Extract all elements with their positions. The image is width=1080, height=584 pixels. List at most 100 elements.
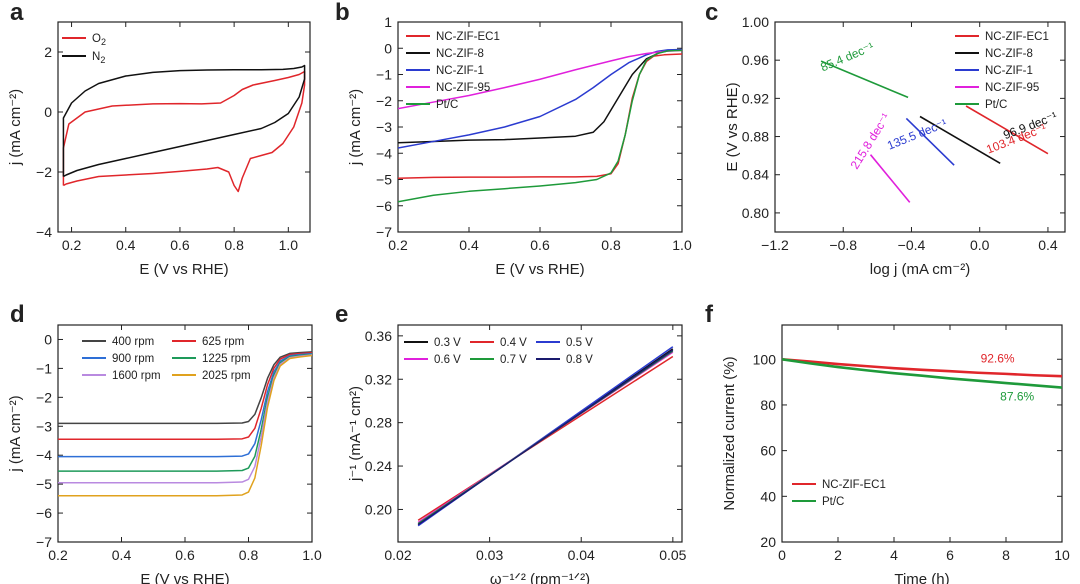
- legend-label: N2: [92, 51, 105, 65]
- x-tick-label: 6: [946, 547, 954, 563]
- legend-label: Pt/C: [436, 99, 458, 111]
- plot-frame: [397, 324, 683, 543]
- y-tick-label: −4: [36, 224, 52, 240]
- legend-label: 0.7 V: [500, 354, 527, 366]
- plot-area: [782, 357, 1062, 389]
- x-tick-label: 1.0: [672, 237, 692, 253]
- panel-letter-e: e: [335, 301, 348, 328]
- y-tick-label: 100: [753, 351, 777, 367]
- series-line-0-8-v: [417, 349, 674, 526]
- legend-label: 900 rpm: [112, 353, 154, 365]
- y-tick-label: −7: [36, 534, 52, 550]
- plot-frame: [781, 324, 1063, 543]
- y-tick-label: 0.96: [742, 52, 769, 68]
- y-tick-label: −6: [376, 198, 392, 214]
- x-axis-title: E (V vs RHE): [495, 261, 584, 278]
- panel-letter-a: a: [10, 0, 24, 26]
- legend-label: NC-ZIF-95: [985, 82, 1039, 94]
- x-axis-title: E (V vs RHE): [139, 261, 228, 278]
- panel-letter-f: f: [705, 301, 714, 328]
- series-line-nc-zif-ec1: [398, 53, 682, 179]
- legend-label: Pt/C: [822, 496, 844, 508]
- x-tick-label: 0.8: [601, 237, 621, 253]
- plot-area: [398, 48, 682, 203]
- legend-label: NC-ZIF-8: [436, 48, 484, 60]
- x-tick-label: −0.4: [898, 237, 926, 253]
- plot-area: [417, 346, 674, 527]
- legend-label: NC-ZIF-EC1: [822, 479, 886, 491]
- panel-letter-c: c: [705, 0, 718, 26]
- panels: a 0.2 0.4 0.6 0.8 1.0 −4 −2 0 2 E (V vs RHE) j (mA …: [7, 0, 1070, 584]
- series-line-n2: [62, 64, 306, 178]
- y-axis-title: j (mA cm⁻²): [7, 395, 24, 472]
- series-line-o2: [62, 70, 306, 193]
- y-tick-label: 80: [760, 397, 776, 413]
- x-axis-title: E (V vs RHE): [140, 571, 229, 584]
- x-tick-label: 0.02: [384, 547, 411, 563]
- y-tick-label: 0.28: [365, 415, 392, 431]
- legend-label: NC-ZIF-95: [436, 82, 490, 94]
- x-tick-label: 0.0: [970, 237, 990, 253]
- legend-label: NC-ZIF-EC1: [436, 31, 500, 43]
- legend-label: Pt/C: [985, 99, 1007, 111]
- series-line-900-rpm: [58, 352, 312, 458]
- y-tick-label: 0.84: [742, 167, 769, 183]
- x-tick-label: 0.04: [568, 547, 595, 563]
- y-tick-label: 0.20: [365, 501, 392, 517]
- plot-frame: [57, 21, 311, 233]
- panel-b: b 0.2 0.4 0.6 0.8 1.0 −7 −6 −5 −4 −3 −2 −1 0 1 E (V vs …: [335, 0, 692, 278]
- panel-f: f 0 2 4 6 8 10 20 40 60 80 100 Time (h) Normalized cu…: [705, 301, 1070, 584]
- y-tick-label: 0.88: [742, 129, 769, 145]
- plot-area: [820, 60, 1049, 203]
- x-tick-label: 4: [890, 547, 898, 563]
- y-axis-title: j (mA cm⁻²): [347, 89, 364, 166]
- legend-label: NC-ZIF-8: [985, 48, 1033, 60]
- y-tick-label: −5: [376, 172, 392, 188]
- panel-d: d 0.2 0.4 0.6 0.8 1.0 −7 −6 −5 −4 −3 −2 −1 0 E (V vs R…: [7, 301, 322, 584]
- legend-label: 1600 rpm: [112, 370, 161, 382]
- legend-label: NC-ZIF-1: [985, 65, 1033, 77]
- y-axis-title: j (mA cm⁻²): [7, 89, 24, 166]
- y-tick-label: −4: [36, 447, 52, 463]
- legend: 400 rpm 625 rpm 900 rpm 1225 rpm 1600 rpm 202…: [82, 336, 251, 382]
- y-tick-label: −3: [376, 119, 392, 135]
- x-tick-label: 0.05: [659, 547, 686, 563]
- legend: 0.3 V 0.4 V 0.5 V 0.6 V 0.7 V 0.8 V: [404, 337, 593, 366]
- series-line-nc-zif-1: [398, 48, 682, 149]
- y-tick-label: 1.00: [742, 14, 769, 30]
- retention-annotation: 87.6%: [1000, 389, 1034, 403]
- y-tick-label: −1: [376, 67, 392, 83]
- plot-frame: [774, 21, 1066, 233]
- y-tick-label: 60: [760, 443, 776, 459]
- y-axis-title: j⁻¹ (mA⁻¹ cm²): [347, 386, 364, 482]
- legend: NC-ZIF-EC1 NC-ZIF-8 NC-ZIF-1 NC-ZIF-95 Pt/C: [955, 31, 1049, 111]
- series-line-1600-rpm: [58, 354, 312, 484]
- series-line-2025-rpm: [58, 354, 312, 497]
- x-tick-label: 0.8: [224, 237, 244, 253]
- x-tick-label: 0.2: [62, 237, 82, 253]
- y-tick-label: −4: [376, 145, 392, 161]
- legend-label: 0.3 V: [434, 337, 461, 349]
- y-tick-label: −2: [376, 93, 392, 109]
- series-line-0-4-v: [417, 355, 674, 521]
- y-tick-label: 40: [760, 488, 776, 504]
- series-line-nc-zif-95: [398, 49, 682, 110]
- series-line-nc-zif-95: [869, 154, 911, 203]
- x-tick-label: 1.0: [302, 547, 322, 563]
- y-tick-label: 0.36: [365, 328, 392, 344]
- x-tick-label: 8: [1002, 547, 1010, 563]
- y-tick-label: −7: [376, 224, 392, 240]
- y-tick-label: 2: [44, 44, 52, 60]
- x-axis-title: Time (h): [894, 571, 949, 584]
- panel-e: e 0.02 0.03 0.04 0.05 0.20 0.24 0.28 0.32 0.36 ω⁻¹…: [335, 301, 687, 584]
- x-tick-label: 2: [834, 547, 842, 563]
- x-tick-label: 0.6: [530, 237, 550, 253]
- legend-label: 1225 rpm: [202, 353, 251, 365]
- series-line-400-rpm: [58, 351, 312, 425]
- y-tick-label: −6: [36, 505, 52, 521]
- x-tick-label: 0.4: [1038, 237, 1058, 253]
- legend-label: 0.6 V: [434, 354, 461, 366]
- y-tick-label: −5: [36, 476, 52, 492]
- retention-annotation: 92.6%: [981, 352, 1015, 366]
